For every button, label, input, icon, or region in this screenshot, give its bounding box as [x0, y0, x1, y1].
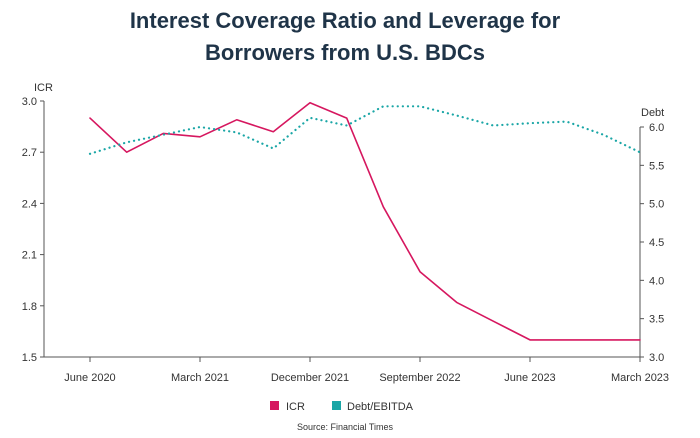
y-right-tick-label: 3.5	[649, 314, 664, 326]
x-tick-label: March 2023	[611, 372, 669, 384]
y-left-axis-label: ICR	[34, 82, 53, 94]
legend-label-icr: ICR	[286, 401, 305, 413]
chart-title-line-1: Interest Coverage Ratio and Leverage for	[130, 8, 561, 33]
source-note: Source: Financial Times	[297, 422, 394, 432]
y-right-tick-label: 3.0	[649, 352, 664, 364]
y-left-tick-label: 2.1	[22, 250, 37, 262]
y-right-tick-label: 5.0	[649, 199, 664, 211]
x-ticks: June 2020 March 2021 December 2021 Septembe…	[64, 357, 669, 384]
series-line-icr	[89, 101, 641, 341]
y-left-ticks: 1.5 1.8 2.1 2.4 2.7 3.0	[22, 96, 44, 364]
y-right-tick-label: 6.0	[649, 122, 664, 134]
x-tick-label: June 2020	[64, 372, 115, 384]
y-right-ticks: 3.0 3.5 4.0 4.5 5.0 5.5 6.0	[640, 122, 664, 364]
legend-swatch-debt-ebitda	[332, 401, 341, 410]
chart-title-line-2: Borrowers from U.S. BDCs	[205, 40, 485, 65]
y-left-tick-label: 3.0	[22, 96, 37, 108]
y-right-tick-label: 5.5	[649, 160, 664, 172]
y-left-tick-label: 1.5	[22, 352, 37, 364]
y-left-tick-label: 2.7	[22, 147, 37, 159]
series-line-debt-ebitda	[88, 105, 642, 155]
x-tick-label: September 2022	[379, 372, 460, 384]
y-right-tick-label: 4.0	[649, 275, 664, 287]
legend: ICR Debt/EBITDA	[270, 401, 414, 413]
y-left-tick-label: 1.8	[22, 301, 37, 313]
legend-swatch-icr	[270, 401, 279, 410]
x-tick-label: June 2023	[504, 372, 555, 384]
series-layer	[88, 101, 642, 341]
y-left-tick-label: 2.4	[22, 198, 37, 210]
x-tick-label: December 2021	[271, 372, 349, 384]
legend-label-debt-ebitda: Debt/EBITDA	[347, 401, 414, 413]
y-right-tick-label: 4.5	[649, 237, 664, 249]
y-right-axis-label: Debt	[641, 107, 664, 119]
x-tick-label: March 2021	[171, 372, 229, 384]
